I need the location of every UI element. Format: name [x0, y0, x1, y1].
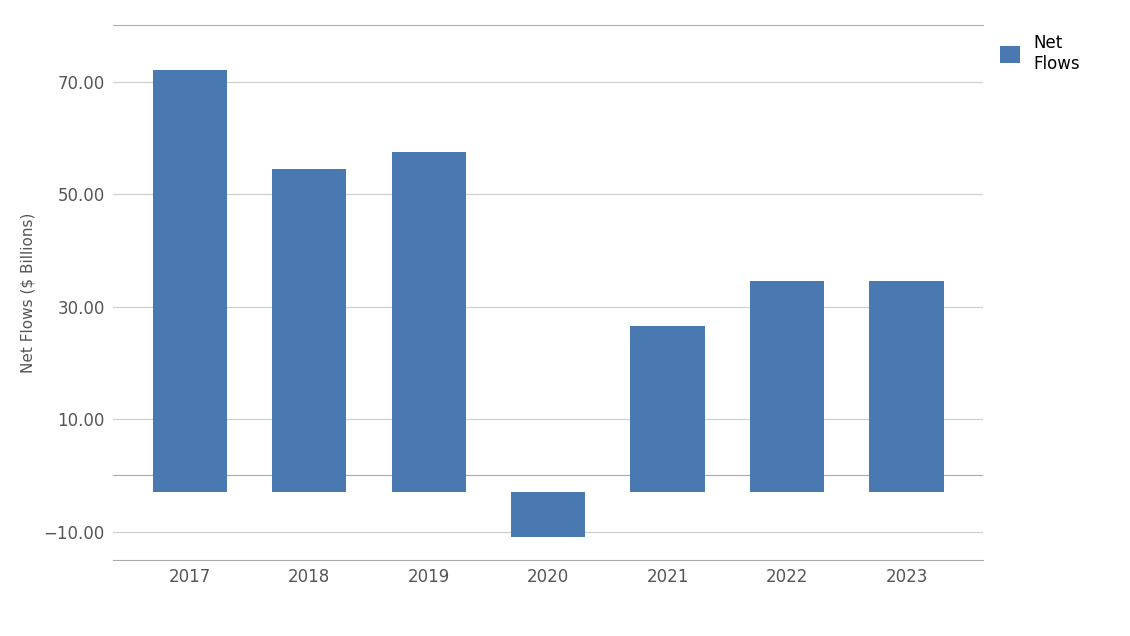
Bar [869, 281, 944, 492]
Bar [391, 152, 466, 492]
Bar [511, 492, 585, 537]
Bar [272, 169, 346, 492]
Bar [153, 71, 227, 492]
Bar [750, 281, 824, 492]
Legend: Net
Flows: Net Flows [1000, 34, 1080, 73]
Y-axis label: Net Flows ($ Billions): Net Flows ($ Billions) [20, 212, 35, 373]
Bar [631, 326, 705, 492]
